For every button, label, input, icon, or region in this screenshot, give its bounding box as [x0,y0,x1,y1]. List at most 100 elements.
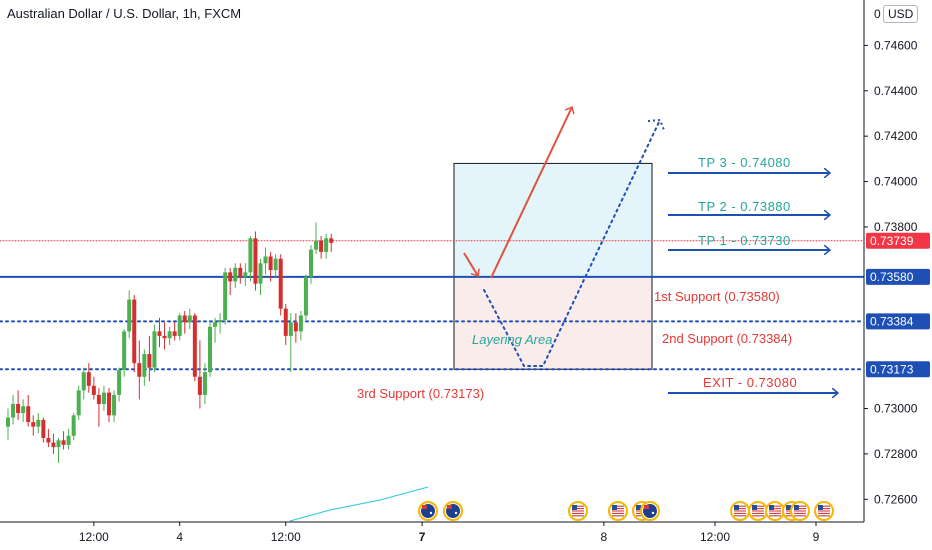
candle-body [283,308,288,336]
candle-body [137,363,142,377]
chart-title: Australian Dollar / U.S. Dollar, 1h, FXC… [7,6,242,21]
candle-body [41,419,46,439]
candle-body [51,442,56,448]
candle-body [258,263,263,284]
candle-body [162,335,167,339]
target-label: TP 3 - 0.74080 [698,155,791,170]
au-union-icon [447,505,452,509]
support-label: 2nd Support (0.73384) [662,331,792,346]
candle-body [66,435,71,445]
candle-body [329,238,334,243]
price-label-bg [866,361,930,378]
candle-body [182,315,187,323]
x-tick-label: 12:00 [271,530,301,544]
candle-body [197,376,202,395]
candle-body [31,422,36,427]
candle-body [101,392,106,404]
candle-body [172,331,177,336]
us-canton-icon [572,505,577,510]
candle-body [132,299,137,364]
us-canton-icon [734,505,739,510]
x-tick-label: 4 [176,530,183,544]
us-canton-icon [752,505,757,510]
y-tick-label: 0.74600 [874,38,918,52]
candle-body [228,272,233,282]
x-tick-label: 12:00 [79,530,109,544]
candle-body [253,238,258,284]
price-label: 0.73739 [870,234,914,248]
price-label: 0.73580 [870,270,914,284]
candle-body [107,392,111,416]
candle-body [16,403,21,414]
us-canton-icon [786,505,791,510]
target-label: TP 2 - 0.73880 [698,199,791,214]
candle-body [192,315,197,377]
candle-body [86,372,91,386]
event-flags[interactable] [418,501,834,521]
currency-badge[interactable]: USD [883,5,919,23]
candle-body [127,299,132,332]
candle-body [324,238,329,252]
candle-body [238,267,243,277]
candle-body [263,256,268,264]
x-tick-label: 9 [813,530,820,544]
price-label-bg [866,268,930,285]
candle-body [223,272,228,321]
moving-average-line [289,486,429,522]
candle-body [233,267,238,282]
candle-body [142,354,147,377]
candle-body [177,315,182,336]
candle-body [273,258,278,271]
x-axis[interactable]: 12:00 4 12:00 7 8 12:00 9 [0,521,864,544]
candle-body [56,440,61,448]
candle-body [319,240,324,252]
y-tick-label: 0.73000 [874,402,918,416]
au-star-icon [651,511,655,515]
candle-body [202,372,207,395]
candle-body [314,240,319,250]
candle-body [303,276,308,316]
candle-body [157,331,162,336]
support-label: 3rd Support (0.73173) [357,386,484,401]
candle-body [208,326,212,373]
candle-body [288,322,293,336]
y-tick-label: 0.72800 [874,447,918,461]
candle-body [112,394,117,416]
price-label-bg [866,232,930,249]
currency-prefix: 0 [874,7,881,21]
y-tick-label: 0.74200 [874,129,918,143]
candle-body [248,238,253,273]
candle-body [91,385,96,395]
candle-body [61,440,66,445]
annotations: TP 3 - 0.74080 TP 2 - 0.73880 TP 1 - 0.737… [357,155,797,401]
candle-body [26,406,31,423]
entry-arrow [463,252,478,276]
us-canton-icon [769,505,774,510]
candle-body [117,369,122,395]
candle-body [213,322,218,327]
y-tick-label: 0.74400 [874,84,918,98]
y-axis[interactable]: 0.74600 0.74400 0.74200 0.74000 0.73800 0.730… [863,0,930,522]
candle-body [71,415,76,436]
candle-body [81,372,86,391]
exit-label: EXIT - 0.73080 [703,375,797,390]
target-label: TP 1 - 0.73730 [698,233,791,248]
candle-body [36,419,41,427]
y-tick-label: 0.74000 [874,175,918,189]
au-union-icon [422,505,427,509]
candle-body [167,331,172,339]
us-canton-icon [794,505,799,510]
y-tick-label: 0.73800 [874,220,918,234]
au-union-icon [644,505,649,509]
candle-body [11,403,16,418]
candle-body [268,256,273,271]
price-label-bg [866,313,930,330]
candle-body [21,406,26,414]
candle-body [6,417,10,427]
candle-body [147,354,152,368]
candle-body [96,394,101,404]
candle-body [298,315,303,332]
candle-body [152,331,157,368]
us-canton-icon [818,505,823,510]
